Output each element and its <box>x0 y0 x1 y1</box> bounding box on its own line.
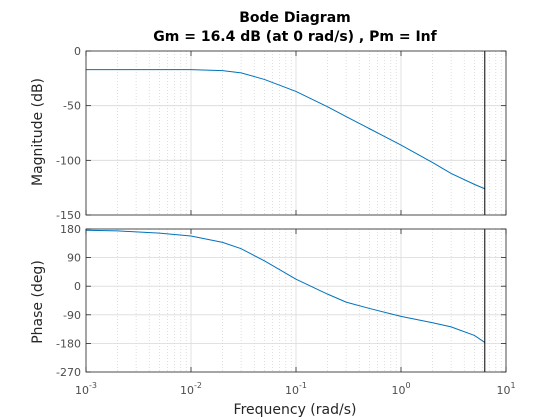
chart-title: Bode Diagram <box>239 10 351 26</box>
phase-ytick-label: -90 <box>63 309 81 322</box>
magnitude-ytick-label: -150 <box>56 209 81 222</box>
frequency-xtick-label: 10-1 <box>285 381 307 397</box>
phase-curve <box>85 229 486 343</box>
magnitude-curve <box>86 69 485 190</box>
phase-ytick-label: -180 <box>56 337 81 350</box>
magnitude-ytick-label: 0 <box>74 45 81 58</box>
phase-ytick-label: 180 <box>60 223 81 236</box>
phase-panel: 180 90 0 -90 -180 -270 10-3 10-2 10-1 100 101 <box>56 223 516 397</box>
frequency-xtick-label: 10-3 <box>75 381 97 397</box>
frequency-xtick-label: 101 <box>496 381 515 397</box>
phase-ytick-label: 90 <box>67 252 81 265</box>
frequency-xtick-label: 100 <box>391 381 410 397</box>
frequency-xlabel: Frequency (rad/s) <box>234 402 357 418</box>
magnitude-ytick-label: -50 <box>63 100 81 113</box>
phase-ylabel: Phase (deg) <box>30 260 46 344</box>
phase-ytick-label: -270 <box>56 366 81 379</box>
magnitude-panel: 0 -50 -100 -150 <box>56 45 507 222</box>
chart-subtitle: Gm = 16.4 dB (at 0 rad/s) , Pm = Inf <box>153 29 437 45</box>
phase-ytick-label: 0 <box>74 280 81 293</box>
magnitude-ytick-label: -100 <box>56 154 81 167</box>
magnitude-ylabel: Magnitude (dB) <box>30 78 46 186</box>
frequency-xtick-label: 10-2 <box>180 381 202 397</box>
